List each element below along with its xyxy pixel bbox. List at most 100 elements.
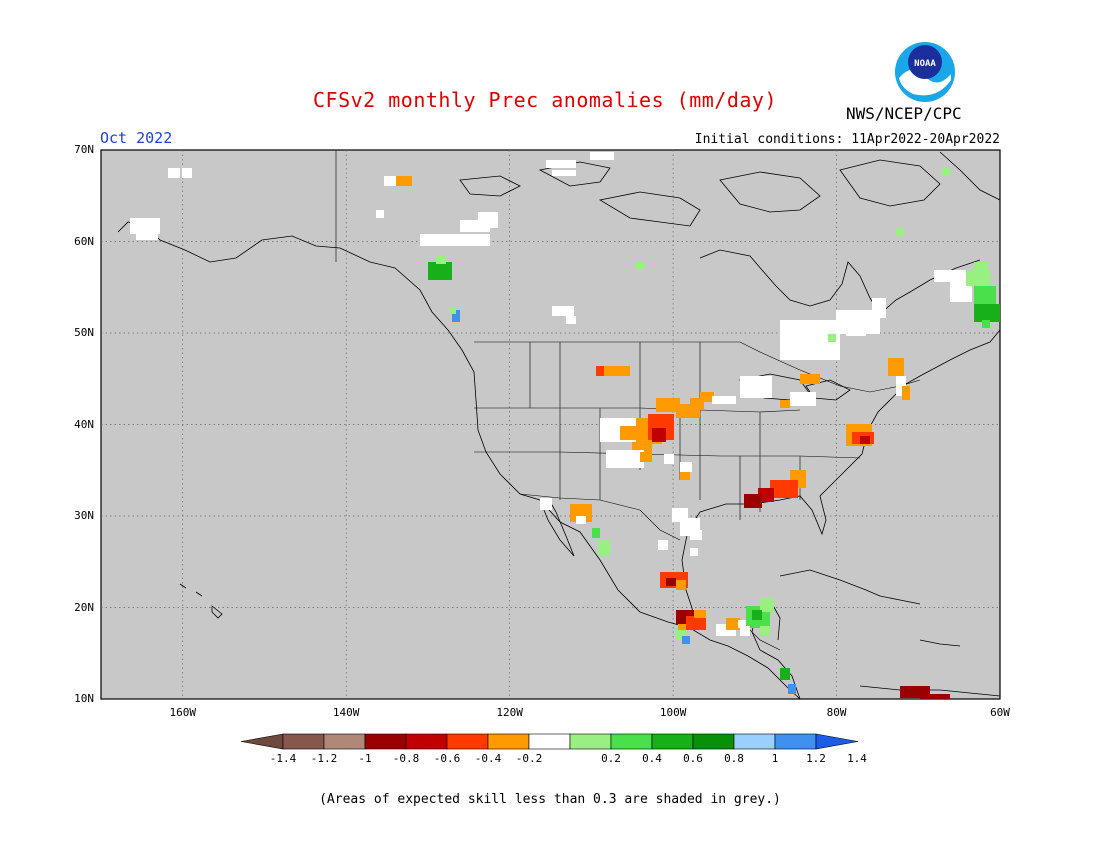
colorbar-segment xyxy=(610,733,653,750)
anomaly-cell xyxy=(678,624,686,632)
anomaly-cell xyxy=(974,286,996,304)
anomaly-cell xyxy=(726,618,740,630)
lat-label: 40N xyxy=(74,417,94,431)
anomaly-cell xyxy=(872,298,886,318)
anomaly-cell xyxy=(752,610,762,620)
anomaly-cell xyxy=(436,256,446,264)
anomaly-cell xyxy=(376,210,384,218)
anomaly-cell xyxy=(690,398,704,410)
anomaly-cell xyxy=(934,270,974,282)
anomaly-cell xyxy=(780,668,790,680)
colorbar-segment xyxy=(487,733,530,750)
colorbar-label: 0.4 xyxy=(642,752,662,765)
colorbar-segment xyxy=(692,733,735,750)
colorbar-label: -0.6 xyxy=(433,752,461,765)
anomaly-cell xyxy=(636,262,644,270)
anomaly-cell xyxy=(676,630,686,640)
colorbar-label: -0.8 xyxy=(392,752,420,765)
anomaly-cell xyxy=(136,230,158,240)
colorbar-label: -0.4 xyxy=(474,752,502,765)
anomaly-cell xyxy=(966,270,990,286)
anomaly-cell xyxy=(652,428,666,442)
lat-label: 70N xyxy=(74,143,94,156)
anomaly-cell xyxy=(596,366,604,376)
colorbar-label: -1.4 xyxy=(269,752,297,765)
colorbar-arrow-right xyxy=(815,733,859,750)
anomaly-cell xyxy=(788,684,796,694)
anomaly-cells xyxy=(130,152,1000,699)
anomaly-cell xyxy=(686,616,706,630)
anomaly-cell xyxy=(664,454,674,464)
colorbar-arrow-left xyxy=(240,733,284,750)
anomaly-cell xyxy=(168,168,180,178)
anomaly-cell xyxy=(770,480,798,498)
anomaly-cell xyxy=(570,504,592,522)
logo-text: NOAA xyxy=(914,59,936,69)
colorbar-label: 0.6 xyxy=(683,752,703,765)
lon-label: 160W xyxy=(169,706,196,719)
anomaly-cell xyxy=(396,176,412,186)
anomaly-cell xyxy=(694,610,706,618)
lat-label: 50N xyxy=(74,326,94,339)
colorbar-label: -0.2 xyxy=(515,752,543,765)
lat-label: 20N xyxy=(74,600,94,614)
colorbar-segment xyxy=(651,733,694,750)
lon-label: 60W xyxy=(990,706,1010,719)
colorbar-label: 1.2 xyxy=(806,752,826,765)
anomaly-cell xyxy=(738,620,746,628)
anomaly-cell xyxy=(640,452,652,462)
colorbar-label: -1 xyxy=(358,752,372,765)
anomaly-cell xyxy=(740,626,750,636)
colorbar-label: -1.2 xyxy=(310,752,338,765)
anomaly-cell xyxy=(606,450,644,468)
anomaly-cell xyxy=(676,580,686,590)
anomaly-cell xyxy=(420,234,490,246)
anomaly-cell xyxy=(828,334,836,342)
anomaly-cell xyxy=(690,530,702,540)
anomaly-cell xyxy=(700,392,714,402)
anomaly-cell xyxy=(902,386,910,400)
anomaly-cell xyxy=(690,548,698,556)
anomaly-cell xyxy=(598,540,610,556)
colorbar-segment xyxy=(733,733,776,750)
agency-label: NWS/NCEP/CPC xyxy=(846,104,962,123)
colorbar-segment xyxy=(282,733,325,750)
anomaly-cell xyxy=(552,306,574,316)
colorbar-segment xyxy=(364,733,407,750)
anomaly-cell xyxy=(450,308,456,314)
anomaly-cell xyxy=(780,400,790,408)
anomaly-cell xyxy=(182,168,192,178)
anomaly-cell xyxy=(656,398,680,412)
noaa-logo: NOAA xyxy=(895,42,955,102)
colorbar-segment xyxy=(405,733,448,750)
anomaly-cell xyxy=(896,376,906,396)
anomaly-cell xyxy=(680,472,690,480)
anomaly-cell xyxy=(950,282,972,302)
lon-label: 120W xyxy=(496,706,523,719)
anomaly-cell xyxy=(682,636,690,644)
anomaly-cell xyxy=(632,442,652,452)
initial-conditions: Initial conditions: 11Apr2022-20Apr2022 xyxy=(694,132,1000,147)
anomaly-cell xyxy=(576,516,586,524)
anomaly-cell xyxy=(920,694,950,699)
anomaly-cell xyxy=(942,168,950,176)
colorbar-label: 0.8 xyxy=(724,752,744,765)
anomaly-cell xyxy=(384,176,396,186)
anomaly-cell xyxy=(982,320,990,328)
anomaly-cell xyxy=(846,324,866,336)
anomaly-cell xyxy=(712,396,736,404)
anomaly-cell xyxy=(974,304,1000,322)
anomaly-cell xyxy=(680,462,692,472)
footnote: (Areas of expected skill less than 0.3 a… xyxy=(319,792,781,807)
lat-label: 30N xyxy=(74,509,94,522)
lon-label: 100W xyxy=(659,706,687,719)
colorbar-label: 0.2 xyxy=(601,752,621,765)
target-month: Oct 2022 xyxy=(100,129,173,147)
anomaly-cell xyxy=(744,494,762,508)
colorbar-segment xyxy=(569,733,612,750)
anomaly-cell xyxy=(896,228,904,236)
colorbar-segment xyxy=(446,733,489,750)
anomaly-cell xyxy=(590,152,614,160)
